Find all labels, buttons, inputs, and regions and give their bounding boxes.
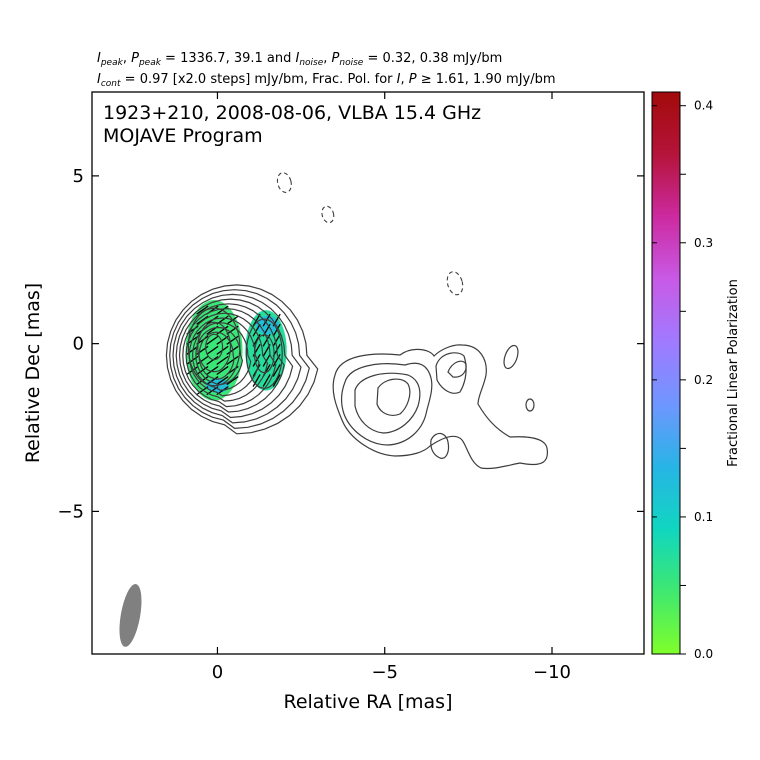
contour-jet-2 [340,362,433,446]
evpa-vector-48 [262,354,271,367]
evpa-vector-21 [206,335,219,345]
negative-contours [276,172,464,296]
colorbar-tick-label: 0.1 [694,510,713,524]
colorbar-label: Fractional Linear Polarization [726,279,741,467]
evpa-vector-27 [196,365,209,376]
contour-9 [195,326,244,386]
evpa-vector-28 [196,355,209,365]
contour-4 [178,303,285,413]
contour-jet-9 [525,398,535,412]
evpa-vector-40 [272,364,281,377]
x-tick-label: 0 [212,662,223,683]
y-tick-label: 5 [73,166,84,187]
evpa-vector-53 [252,374,261,387]
evpa-vector-20 [206,345,219,355]
y-tick-label: −5 [57,501,84,522]
evpa-vector-41 [272,354,281,367]
contour-0 [165,284,319,435]
colorbar-tick-label: 0.3 [694,236,713,250]
plot-area [119,172,549,647]
evpa-vector-4 [226,335,239,345]
contour-knot-15 [253,334,275,374]
evpa-vector-46 [262,374,271,387]
y-tick-label: 0 [73,334,84,355]
x-tick-label: −5 [371,662,398,683]
colorbar-tick-label: 0.0 [694,647,713,661]
polarization-region-0 [185,300,243,401]
header-line-2: Icont = 0.97 [x2.0 steps] mJy/bm, Frac. … [97,72,556,89]
negative-contour-2 [446,271,464,296]
evpa-vector-55 [252,354,261,367]
evpa-vector-18 [206,365,219,376]
x-axis-ticks: 0 −5 −10 [212,92,571,683]
x-axis-label: Relative RA [mas] [283,691,452,713]
colorbar-ticks: 0.0 0.1 0.2 0.3 0.4 [652,99,713,661]
evpa-vector-9 [216,365,229,376]
evpa-vector-58 [252,323,261,337]
contour-jet-7 [430,432,450,459]
colorbar [652,92,680,654]
contour-3 [175,298,294,419]
evpa-vector-17 [206,376,219,386]
plot-title: 1923+210, 2008-08-06, VLBA 15.4 GHz [103,102,481,124]
plot-subtitle: MOJAVE Program [103,125,263,147]
y-axis-label: Relative Dec [mas] [22,283,44,463]
colorbar-frame [651,91,681,655]
evpa-vector-39 [272,374,281,387]
negative-contour-0 [276,172,292,194]
contour-2 [172,293,302,424]
contour-knot-14 [245,318,283,389]
contour-jet-4 [376,378,411,416]
evpa-vector-43 [272,333,281,347]
contour-core-12 [197,321,232,373]
evpa-vector-10 [216,355,229,365]
header-line-1: Ipeak, Ppeak = 1336.7, 39.1 and Inoise, … [97,51,502,68]
colorbar-tick-label: 0.2 [694,373,713,387]
evpa-vector-2 [226,355,239,365]
stokes-i-contours [165,284,549,470]
restoring-beam [119,584,142,647]
contour-jet-outer [332,344,549,470]
contour-1 [169,289,310,430]
contour-5 [182,307,277,408]
contour-jet-6 [447,360,467,378]
plot-frame [91,91,645,655]
x-tick-label: −10 [533,662,571,683]
contour-jet-5 [435,352,467,394]
beam-ellipse [119,584,142,647]
contour-jet-8 [503,344,519,370]
contour-jet-3 [354,372,421,434]
contour-6 [185,312,269,402]
negative-contour-1 [321,205,335,224]
evpa-vector-8 [216,376,229,386]
contour-8 [191,322,252,391]
evpa-vector-32 [196,315,209,325]
evpa-vector-0 [226,376,239,386]
evpa-vector-44 [272,323,281,337]
evpa-vector-33 [196,305,209,315]
y-axis-ticks: 5 0 −5 [57,166,644,522]
evpa-vector-19 [206,355,219,365]
contour-core-13 [205,333,224,361]
colorbar-tick-label: 0.4 [694,99,713,113]
contour-core-11 [187,307,241,387]
